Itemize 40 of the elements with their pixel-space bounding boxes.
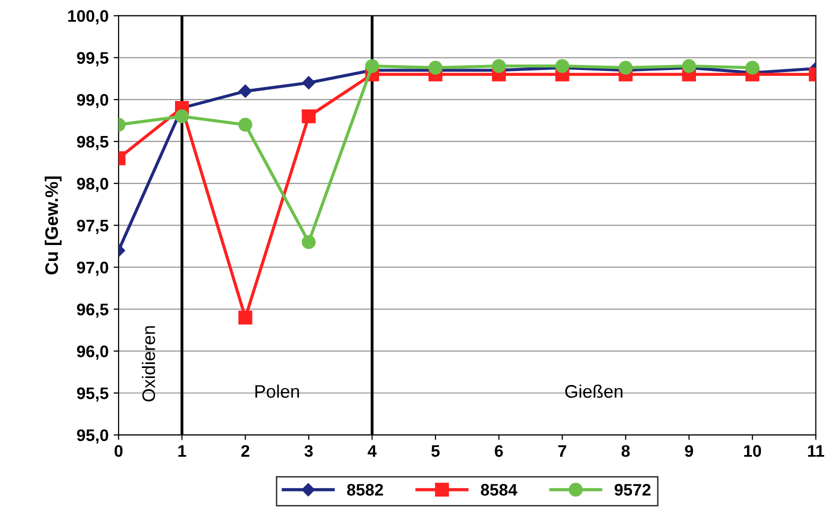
point — [175, 109, 189, 124]
x-tick-label: 11 — [808, 445, 824, 457]
point — [238, 310, 252, 324]
x-tick-label: 9 — [684, 445, 694, 457]
point — [238, 118, 252, 132]
legend-label: 9572 — [614, 484, 650, 496]
point — [365, 59, 380, 73]
y-axis-title: Cu [Gew.%] — [44, 176, 62, 274]
point — [618, 60, 633, 75]
y-tick-label: 100,0 — [68, 10, 108, 24]
x-tick-label: 7 — [558, 445, 566, 457]
y-tick-label: 99,0 — [76, 94, 108, 108]
y-tick-label: 96,5 — [76, 304, 108, 318]
y-tick-label: 95,5 — [76, 387, 108, 402]
y-tick-label: 96,0 — [76, 345, 108, 360]
y-tick-label: 98,5 — [76, 136, 108, 150]
annotation: Polen — [255, 384, 299, 398]
x-tick-label: 0 — [114, 445, 123, 457]
point — [492, 59, 506, 73]
x-tick-label: 6 — [494, 445, 503, 457]
annotation: Oxidieren — [142, 326, 156, 402]
x-tick-label: 3 — [304, 445, 313, 457]
y-tick-label: 97,0 — [76, 262, 108, 276]
legend-label: 8582 — [347, 484, 383, 496]
annotation: Gießen — [565, 384, 622, 398]
point — [428, 60, 442, 75]
y-tick-label: 97,5 — [76, 220, 108, 234]
y-tick-label: 99,5 — [76, 52, 108, 66]
x-tick-label: 2 — [241, 445, 250, 457]
x-tick-label: 5 — [431, 445, 440, 457]
y-tick-label: 95,0 — [76, 429, 108, 444]
x-tick-label: 1 — [178, 445, 186, 457]
x-tick-label: 8 — [622, 445, 630, 457]
y-tick-label: 98,0 — [76, 178, 108, 192]
point — [302, 109, 316, 124]
x-tick-label: 10 — [744, 445, 761, 457]
legend-label: 8584 — [480, 484, 518, 496]
point — [302, 235, 316, 250]
x-tick-label: 4 — [368, 445, 377, 457]
point — [745, 60, 760, 75]
